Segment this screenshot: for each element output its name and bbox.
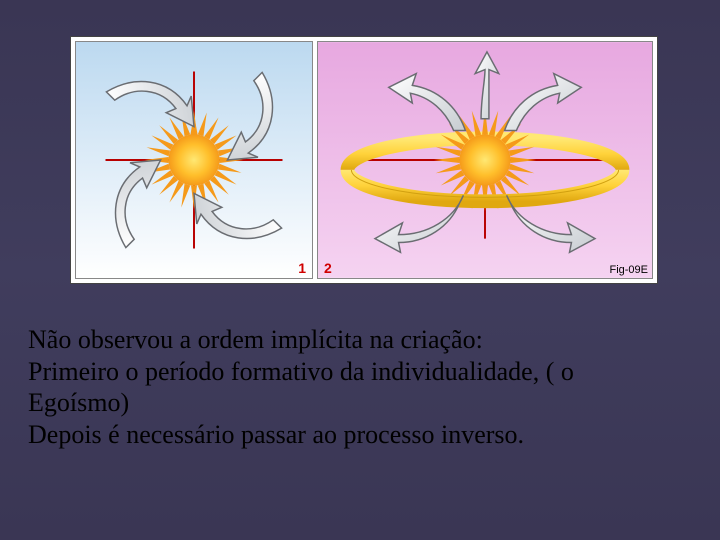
panel-1: 1 <box>75 41 313 279</box>
panel-1-number: 1 <box>298 260 306 276</box>
body-text: Não observou a ordem implícita na criaçã… <box>28 324 692 451</box>
panel-2-number: 2 <box>324 260 332 276</box>
figure-container: 1 <box>70 36 658 284</box>
text-line-1: Não observou a ordem implícita na criaçã… <box>28 324 692 356</box>
panel-2: 2 Fig-09E <box>317 41 653 279</box>
text-line-2: Primeiro o período formativo da individu… <box>28 356 692 388</box>
panel-2-svg <box>318 42 652 278</box>
text-line-4: Depois é necessário passar ao processo i… <box>28 419 692 451</box>
figure-label: Fig-09E <box>609 264 648 276</box>
text-line-3: Egoísmo) <box>28 387 692 419</box>
panel-1-svg <box>76 42 312 278</box>
